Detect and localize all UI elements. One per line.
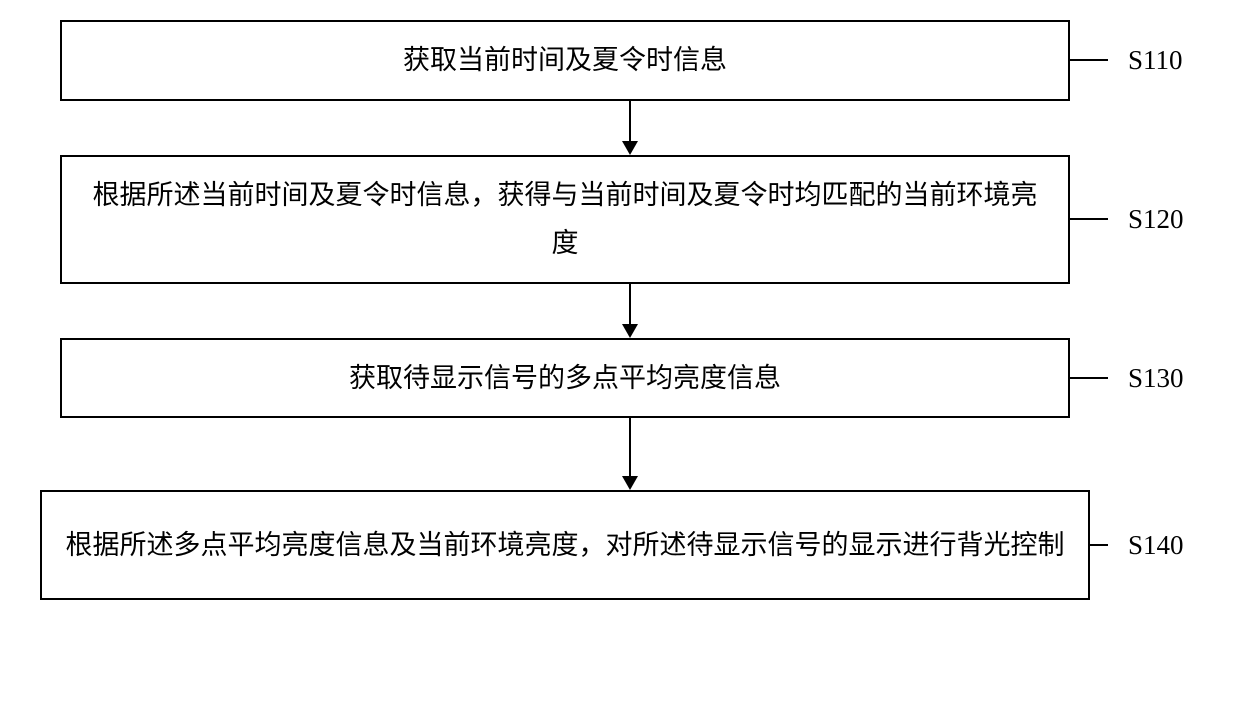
step-text-s140: 根据所述多点平均亮度信息及当前环境亮度，对所述待显示信号的显示进行背光控制 xyxy=(66,521,1065,570)
label-connector-2 xyxy=(1070,218,1108,220)
label-connector-1 xyxy=(1070,59,1108,61)
arrow-line-3 xyxy=(629,418,631,476)
arrow-head-icon-3 xyxy=(622,476,638,490)
arrow-container-3 xyxy=(125,418,1135,490)
arrow-2 xyxy=(622,284,638,338)
arrow-container-1 xyxy=(125,101,1135,155)
step-row-1: 获取当前时间及夏令时信息 S110 xyxy=(40,20,1200,101)
step-label-s130: S130 xyxy=(1128,363,1184,394)
label-connector-3 xyxy=(1070,377,1108,379)
arrow-head-icon-2 xyxy=(622,324,638,338)
flowchart-container: 获取当前时间及夏令时信息 S110 根据所述当前时间及夏令时信息，获得与当前时间… xyxy=(40,20,1200,600)
arrow-container-2 xyxy=(125,284,1135,338)
step-text-s110: 获取当前时间及夏令时信息 xyxy=(403,36,727,85)
arrow-line-2 xyxy=(629,284,631,324)
label-connector-4 xyxy=(1090,544,1108,546)
arrow-3 xyxy=(622,418,638,490)
arrow-line-1 xyxy=(629,101,631,141)
step-row-4: 根据所述多点平均亮度信息及当前环境亮度，对所述待显示信号的显示进行背光控制 S1… xyxy=(40,490,1200,600)
step-text-s130: 获取待显示信号的多点平均亮度信息 xyxy=(349,354,781,403)
step-row-2: 根据所述当前时间及夏令时信息，获得与当前时间及夏令时均匹配的当前环境亮度 S12… xyxy=(40,155,1200,284)
step-text-s120: 根据所述当前时间及夏令时信息，获得与当前时间及夏令时均匹配的当前环境亮度 xyxy=(82,171,1048,268)
step-row-3: 获取待显示信号的多点平均亮度信息 S130 xyxy=(40,338,1200,419)
step-box-s110: 获取当前时间及夏令时信息 xyxy=(60,20,1070,101)
step-label-s120: S120 xyxy=(1128,204,1184,235)
step-box-s130: 获取待显示信号的多点平均亮度信息 xyxy=(60,338,1070,419)
step-label-s110: S110 xyxy=(1128,45,1183,76)
step-box-s140: 根据所述多点平均亮度信息及当前环境亮度，对所述待显示信号的显示进行背光控制 xyxy=(40,490,1090,600)
step-label-s140: S140 xyxy=(1128,530,1184,561)
arrow-1 xyxy=(622,101,638,155)
step-box-s120: 根据所述当前时间及夏令时信息，获得与当前时间及夏令时均匹配的当前环境亮度 xyxy=(60,155,1070,284)
arrow-head-icon-1 xyxy=(622,141,638,155)
